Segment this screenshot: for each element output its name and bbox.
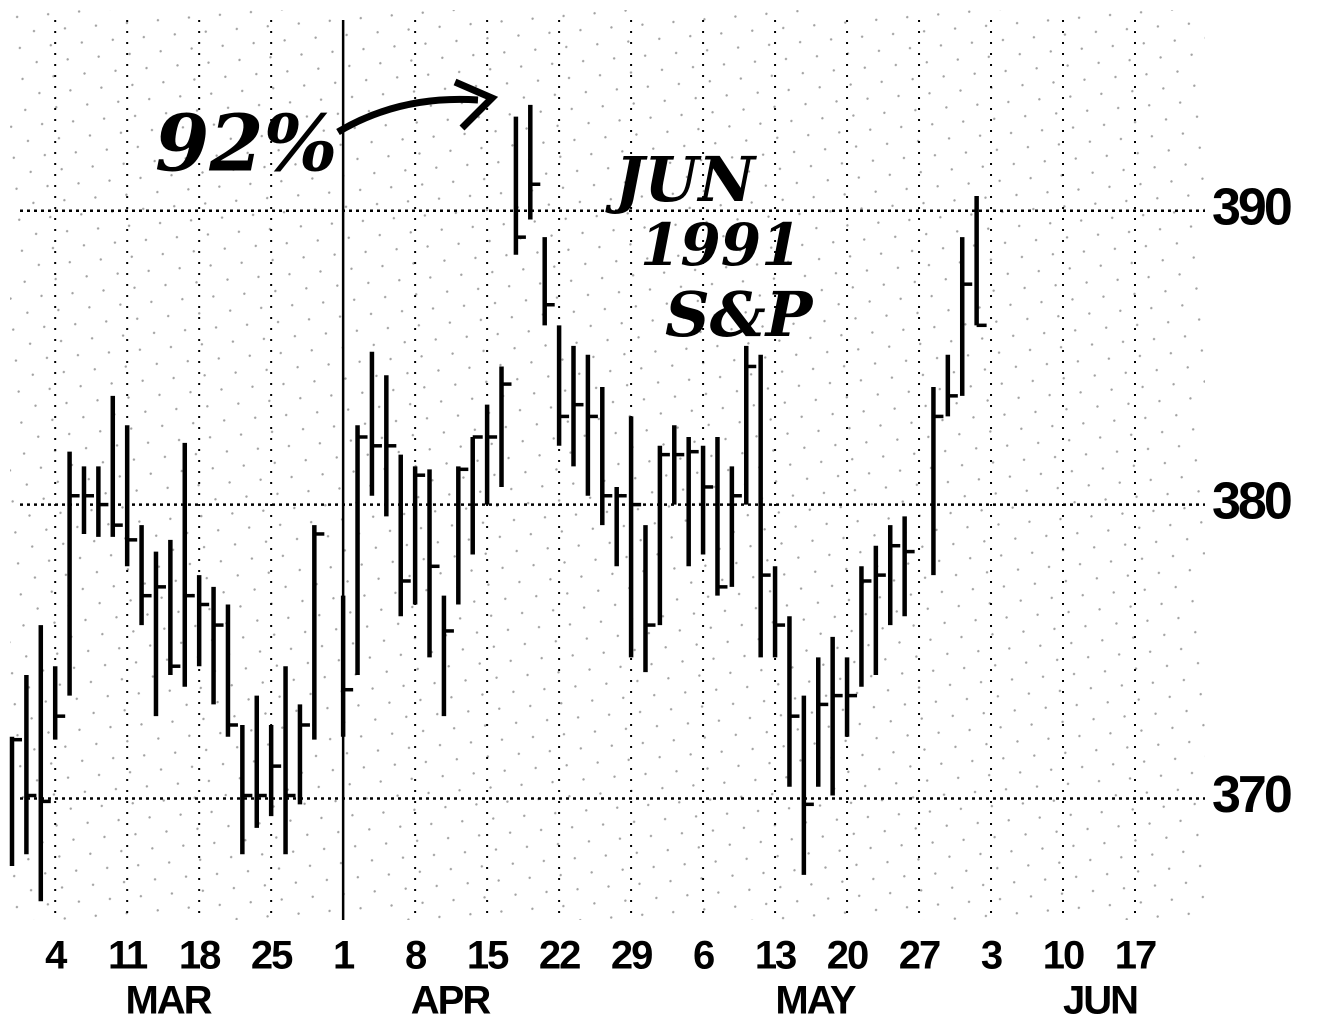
month-label: MAR	[125, 979, 212, 1023]
x-tick-label: 20	[827, 934, 868, 978]
y-tick-label: 380	[1212, 472, 1291, 530]
annotation: 1991	[640, 211, 801, 279]
x-tick-label: 15	[467, 934, 509, 978]
x-tick-label: 3	[981, 934, 1002, 978]
annotation: JUN	[605, 143, 757, 216]
x-tick-label: 1	[333, 934, 355, 978]
month-label: JUN	[1063, 979, 1137, 1023]
annotation-arrowhead	[453, 78, 499, 131]
month-label: APR	[411, 979, 492, 1023]
annotation-arrow	[336, 95, 479, 136]
x-tick-label: 4	[45, 934, 68, 978]
background-texture	[10, 10, 1205, 920]
x-tick-label: 11	[108, 934, 148, 978]
x-tick-label: 13	[755, 934, 796, 978]
annotation: S&P	[665, 278, 815, 351]
x-tick-label: 8	[405, 934, 427, 978]
x-tick-label: 17	[1115, 934, 1156, 978]
x-tick-label: 6	[693, 934, 714, 978]
x-tick-label: 29	[611, 934, 652, 978]
x-tick-label: 10	[1043, 934, 1084, 978]
x-tick-label: 25	[251, 934, 293, 978]
annotation: 92%	[155, 99, 338, 190]
x-tick-label: 18	[179, 934, 221, 978]
y-tick-label: 390	[1212, 178, 1291, 236]
month-label: MAY	[775, 979, 857, 1023]
x-tick-label: 27	[899, 934, 940, 978]
x-tick-label: 22	[539, 934, 580, 978]
y-tick-label: 370	[1212, 766, 1291, 824]
